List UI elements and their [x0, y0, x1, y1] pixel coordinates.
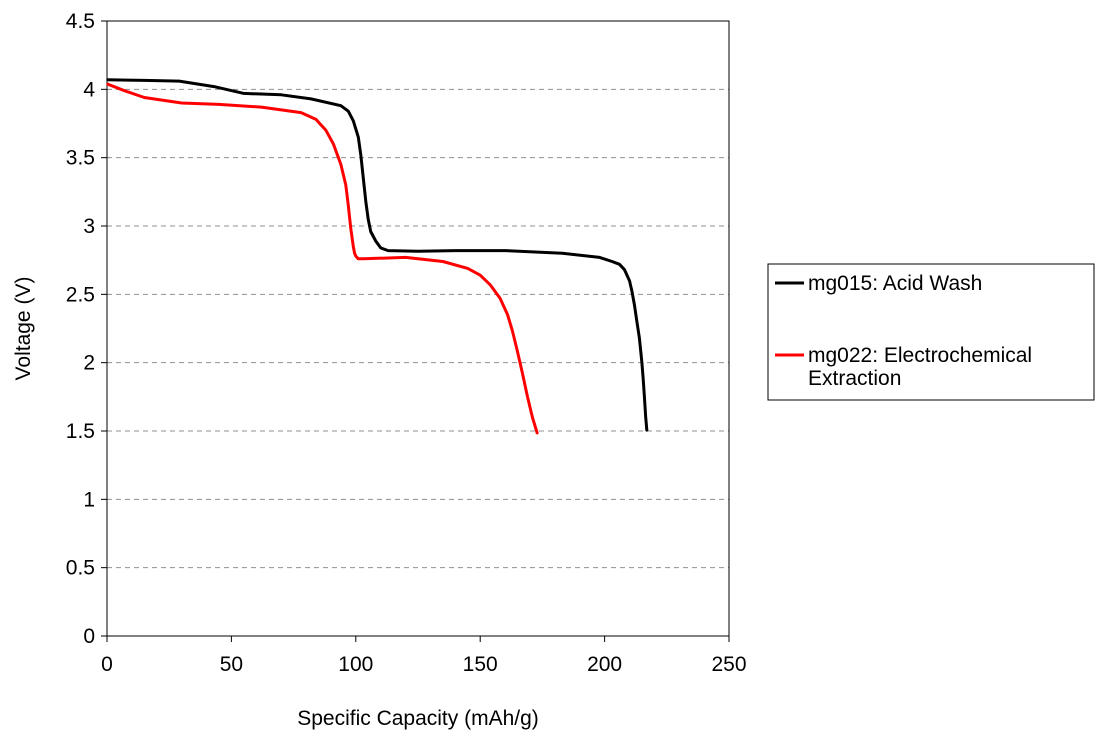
x-tick-label: 0: [101, 653, 113, 676]
series-line-1: [106, 78, 649, 432]
data-point: [260, 106, 263, 108]
data-point: [355, 255, 357, 257]
x-axis: 0 50 100 150 200 250: [101, 636, 747, 676]
data-point: [340, 104, 342, 107]
plot-area-border: [106, 20, 730, 637]
data-point: [367, 218, 370, 220]
data-point: [369, 230, 372, 233]
data-point: [180, 102, 183, 104]
series-line-2: [106, 82, 539, 435]
data-point: [536, 432, 539, 435]
data-point: [213, 85, 215, 88]
data-point: [178, 80, 180, 82]
data-point: [633, 304, 636, 307]
data-point: [417, 250, 419, 253]
data-point: [243, 92, 245, 95]
data-point: [315, 118, 317, 121]
y-tick-label: 2: [83, 352, 95, 375]
data-point: [526, 396, 529, 398]
data-point: [362, 258, 365, 260]
data-point: [379, 247, 382, 249]
data-point: [300, 111, 302, 114]
data-point: [598, 256, 601, 259]
y-tick-label: 0: [83, 625, 95, 648]
data-point: [531, 416, 534, 419]
data-point: [636, 320, 638, 323]
data-point: [506, 314, 509, 316]
data-point: [499, 297, 501, 300]
gridlines: [107, 88, 729, 569]
y-tick-label: 1.5: [66, 420, 95, 443]
data-point: [106, 83, 108, 85]
data-point: [360, 154, 362, 156]
y-tick-label: 2.5: [66, 283, 95, 306]
data-point: [623, 268, 626, 271]
data-point: [362, 177, 365, 179]
data-point: [642, 378, 644, 380]
data-point: [442, 260, 444, 263]
data-point: [628, 279, 631, 282]
data-point: [618, 263, 621, 266]
data-point: [479, 274, 482, 277]
x-tick-label: 50: [220, 653, 243, 676]
data-point: [516, 350, 519, 353]
data-point: [638, 337, 641, 339]
data-point: [310, 98, 312, 100]
data-point: [347, 110, 350, 112]
data-point: [347, 204, 350, 207]
legend-label-2: mg022: Electrochemical Extraction: [808, 344, 1032, 390]
y-tick-label: 0.5: [66, 557, 95, 580]
legend-box: [767, 263, 1095, 401]
y-axis-title: Voltage (V): [12, 277, 35, 381]
x-tick-label: 150: [463, 653, 498, 676]
data-point: [404, 256, 407, 259]
x-axis-title: Specific Capacity (mAh/g): [297, 707, 539, 730]
data-point: [646, 430, 648, 432]
data-point: [353, 252, 356, 255]
data-point: [374, 240, 377, 242]
data-point: [350, 227, 352, 230]
data-point: [143, 79, 146, 82]
x-tick-label: 200: [587, 653, 622, 676]
y-tick-label: 3: [83, 215, 95, 238]
series-layer: [106, 78, 649, 435]
data-point: [365, 200, 367, 203]
data-point: [143, 96, 146, 99]
data-point: [631, 290, 633, 293]
data-point: [454, 249, 457, 252]
data-point: [352, 120, 355, 122]
data-point: [123, 89, 126, 92]
data-point: [218, 103, 220, 106]
data-point: [387, 249, 389, 252]
data-point: [345, 184, 347, 186]
y-tick-label: 3.5: [66, 147, 95, 170]
y-tick-label: 4: [83, 78, 95, 101]
data-point: [641, 361, 643, 364]
data-point: [644, 416, 647, 419]
data-point: [561, 252, 564, 255]
legend-label-1: mg015: Acid Wash: [808, 272, 982, 295]
data-point: [643, 396, 646, 398]
data-point: [357, 136, 360, 138]
data-point: [489, 284, 492, 286]
data-point: [325, 129, 327, 132]
x-tick-label: 250: [711, 653, 746, 676]
data-point: [504, 249, 506, 252]
data-point: [357, 258, 360, 260]
legend: mg015: Acid Wash mg022: Electrochemical Ex…: [767, 263, 1095, 401]
y-tick-label: 1: [83, 488, 95, 511]
data-point: [340, 163, 342, 166]
data-point: [467, 267, 469, 270]
y-tick-label: 4.5: [66, 10, 95, 33]
x-tick-label: 100: [338, 653, 373, 676]
data-point: [352, 245, 355, 248]
data-point: [611, 260, 613, 263]
data-point: [280, 94, 283, 96]
data-point: [521, 372, 524, 375]
y-axis: 0 0.5 1 1.5 2 2.5 3 3.5 4 4.5: [66, 10, 107, 648]
data-point: [106, 79, 108, 81]
data-point: [332, 143, 335, 145]
data-point: [511, 330, 514, 333]
